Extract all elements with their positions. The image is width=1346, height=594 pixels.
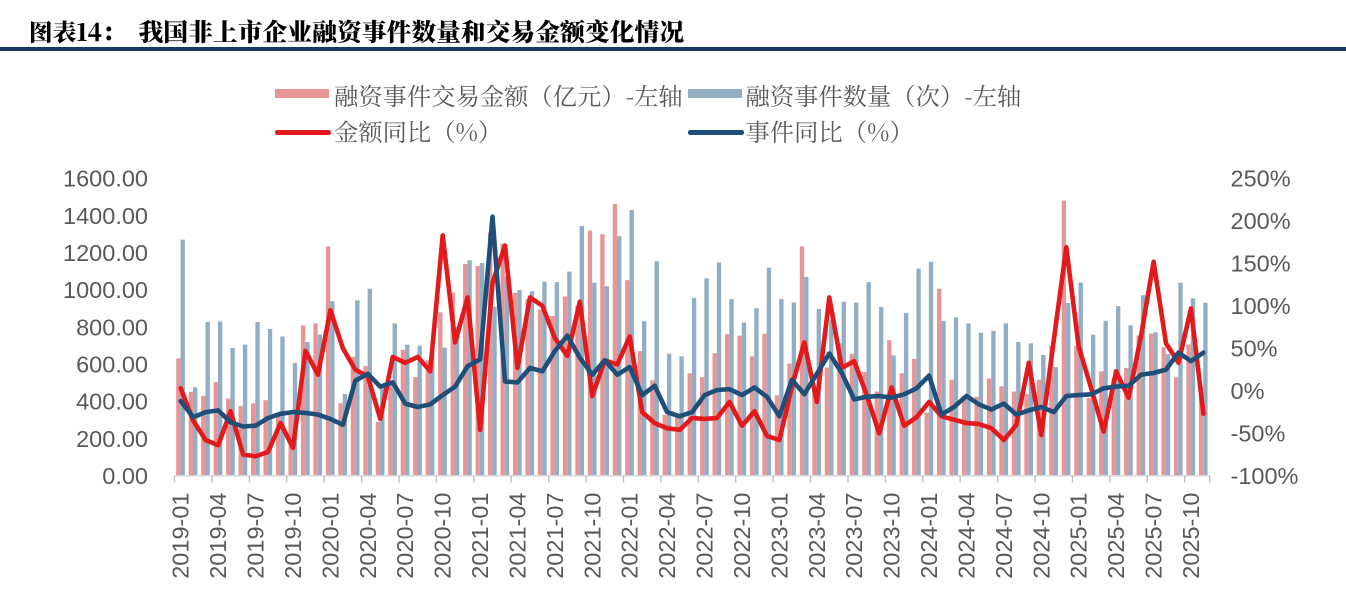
svg-text:2025-07: 2025-07	[1141, 493, 1167, 579]
svg-text:2020-07: 2020-07	[392, 493, 418, 579]
svg-text:400.00: 400.00	[76, 389, 148, 415]
svg-text:0.00: 0.00	[102, 463, 148, 489]
svg-text:2021-10: 2021-10	[579, 493, 605, 579]
svg-text:2024-10: 2024-10	[1028, 493, 1054, 579]
svg-text:200%: 200%	[1231, 208, 1291, 234]
svg-text:100%: 100%	[1231, 293, 1291, 319]
svg-text:2024-01: 2024-01	[916, 493, 942, 579]
svg-text:200.00: 200.00	[76, 426, 148, 452]
svg-text:1400.00: 1400.00	[63, 203, 148, 229]
svg-text:150%: 150%	[1231, 251, 1291, 277]
svg-text:-100%: -100%	[1231, 463, 1299, 489]
svg-text:250%: 250%	[1231, 166, 1291, 192]
svg-text:-50%: -50%	[1231, 421, 1286, 447]
svg-text:1200.00: 1200.00	[63, 240, 148, 266]
svg-text:2024-04: 2024-04	[954, 493, 980, 579]
svg-text:2019-10: 2019-10	[280, 493, 306, 579]
svg-text:50%: 50%	[1231, 336, 1278, 362]
svg-text:2021-07: 2021-07	[542, 493, 568, 579]
svg-text:800.00: 800.00	[76, 314, 148, 340]
svg-text:1600.00: 1600.00	[63, 166, 148, 192]
svg-text:2022-10: 2022-10	[729, 493, 755, 579]
svg-text:1000.00: 1000.00	[63, 277, 148, 303]
svg-text:2020-10: 2020-10	[430, 493, 456, 579]
svg-text:2025-01: 2025-01	[1066, 493, 1092, 579]
svg-text:2020-04: 2020-04	[355, 493, 381, 579]
svg-text:2025-04: 2025-04	[1103, 493, 1129, 579]
svg-text:2019-04: 2019-04	[205, 493, 231, 579]
svg-text:2022-04: 2022-04	[654, 493, 680, 579]
svg-text:2020-01: 2020-01	[317, 493, 343, 579]
svg-text:2021-04: 2021-04	[505, 493, 531, 579]
svg-text:2023-07: 2023-07	[841, 493, 867, 579]
svg-text:2023-10: 2023-10	[879, 493, 905, 579]
svg-text:2025-10: 2025-10	[1178, 493, 1204, 579]
svg-text:2022-07: 2022-07	[692, 493, 718, 579]
svg-text:2024-07: 2024-07	[991, 493, 1017, 579]
svg-text:2019-01: 2019-01	[168, 493, 194, 579]
svg-text:2021-01: 2021-01	[467, 492, 493, 578]
svg-text:2023-04: 2023-04	[804, 493, 830, 579]
svg-text:2023-01: 2023-01	[766, 493, 792, 579]
svg-text:2022-01: 2022-01	[617, 493, 643, 579]
svg-text:2019-07: 2019-07	[243, 493, 269, 579]
svg-text:600.00: 600.00	[76, 352, 148, 378]
svg-text:0%: 0%	[1231, 378, 1265, 404]
